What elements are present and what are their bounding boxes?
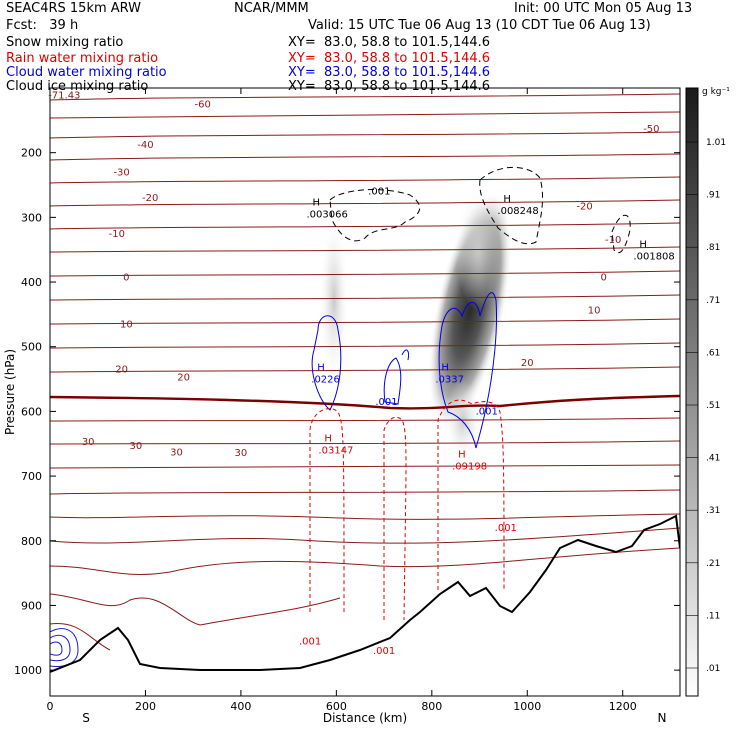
extremum-mark: H	[503, 194, 511, 205]
field-xy-cloud-water: XY= 83.0, 58.8 to 101.5,144.6	[288, 65, 491, 80]
temperature-contour-label: -10	[109, 229, 125, 240]
extremum-mark: H	[313, 197, 321, 208]
colorbar-unit: g kg⁻¹	[702, 87, 730, 97]
rain-water-contours	[309, 399, 505, 621]
field-label-cloud-ice: Cloud ice mixing ratio	[6, 79, 149, 94]
colorbar-label: .31	[706, 506, 720, 516]
colorbar-label: .61	[706, 348, 720, 358]
temperature-contour-label: 0	[123, 273, 129, 284]
extremum-value: .09198	[452, 462, 487, 473]
temperature-contour-label: -60	[195, 99, 211, 110]
extremum-value: .0226	[311, 374, 340, 385]
x-axis-label: Distance (km)	[323, 711, 407, 725]
temperature-contour-label: 20	[177, 372, 190, 383]
y-tick-label: 300	[21, 211, 42, 224]
x-end-label-south: S	[82, 711, 90, 725]
y-tick-label: 1000	[14, 664, 42, 677]
snow-shading-left	[320, 220, 348, 380]
temperature-contour-label: -50	[643, 124, 659, 135]
temperature-contour-label: -20	[142, 193, 158, 204]
temperature-contour-label: -40	[137, 140, 153, 151]
field-label-cloud-water: Cloud water mixing ratio	[6, 65, 167, 80]
field-xy-snow: XY= 83.0, 58.8 to 101.5,144.6	[288, 35, 491, 50]
cloud-water-surface-cluster	[50, 628, 79, 667]
valid-time: Valid: 15 UTC Tue 06 Aug 13 (10 CDT Tue …	[308, 18, 651, 33]
contour-value-label: .001	[368, 187, 390, 198]
colorbar-label: .51	[706, 401, 720, 411]
temperature-contour-label: -20	[576, 202, 592, 213]
colorbar-label: 1.01	[706, 138, 726, 148]
colorbar-label: .21	[706, 559, 720, 569]
extremum-mark: H	[324, 433, 332, 444]
extremum-value: .0337	[435, 374, 464, 385]
x-tick-label: 1200	[609, 700, 637, 713]
contour-value-label: .001	[373, 646, 395, 657]
x-tick-label: 1000	[513, 700, 541, 713]
extremum-mark: H	[458, 450, 466, 461]
temperature-contour-label: 30	[170, 447, 183, 458]
temperature-contour-label: -71.43	[48, 90, 80, 101]
contour-value-label: .001	[299, 636, 321, 647]
init-time: Init: 00 UTC Mon 05 Aug 13	[514, 1, 693, 16]
colorbar-label: .11	[706, 611, 720, 621]
temperature-contour-label: 20	[115, 365, 128, 376]
temperature-contour-label: 0	[600, 273, 606, 284]
x-tick-label: 400	[230, 700, 251, 713]
colorbar-label: .91	[706, 191, 720, 201]
y-axis-label: Pressure (hPa)	[3, 349, 17, 435]
colorbar-label: .81	[706, 243, 720, 253]
contour-value-label: .001	[476, 407, 498, 418]
forecast-hour: Fcst: 39 h	[6, 18, 79, 33]
colorbar-label: .01	[706, 664, 720, 674]
y-tick-label: 800	[21, 535, 42, 548]
plot-frame	[49, 87, 681, 697]
cloud-water-contours	[311, 292, 498, 449]
field-label-rain: Rain water mixing ratio	[6, 51, 159, 66]
temperature-contour-label: -10	[605, 235, 621, 246]
temperature-contour-label: 30	[130, 441, 143, 452]
x-tick-label: 800	[421, 700, 442, 713]
temperature-contour-label: -30	[113, 167, 129, 178]
y-tick-label: 600	[21, 405, 42, 418]
contour-value-label: .001	[375, 397, 397, 408]
temperature-contour-label: 10	[588, 306, 601, 317]
freezing-level-contour	[50, 394, 680, 410]
extremum-mark: H	[317, 362, 325, 373]
y-tick-label: 400	[21, 276, 42, 289]
x-tick-label: 0	[47, 700, 54, 713]
extremum-mark: H	[441, 362, 449, 373]
extremum-mark: H	[639, 239, 647, 250]
y-tick-label: 200	[21, 147, 42, 160]
x-tick-label: 600	[326, 700, 347, 713]
y-tick-label: 500	[21, 341, 42, 354]
temperature-contour-label: 30	[82, 437, 95, 448]
extremum-value: .03147	[318, 445, 353, 456]
contour-value-label: .001	[495, 523, 517, 534]
temperature-contour-label: 20	[521, 358, 534, 369]
colorbar	[685, 87, 699, 697]
field-xy-cloud-ice: XY= 83.0, 58.8 to 101.5,144.6	[288, 79, 491, 94]
temperature-contour-label: 30	[235, 448, 248, 459]
extremum-value: .008248	[497, 206, 538, 217]
terrain-profile	[50, 514, 680, 673]
colorbar-label: .71	[706, 296, 720, 306]
cloud-ice-contours	[329, 166, 631, 254]
temperature-contour-label: 10	[120, 319, 133, 330]
extremum-value: .003066	[307, 209, 348, 220]
x-tick-label: 200	[135, 700, 156, 713]
colorbar-label: .41	[706, 454, 720, 464]
y-tick-label: 900	[21, 599, 42, 612]
extremum-value: .001808	[633, 251, 674, 262]
model-title: SEAC4RS 15km ARW	[6, 1, 142, 16]
y-tick-label: 700	[21, 470, 42, 483]
field-xy-rain: XY= 83.0, 58.8 to 101.5,144.6	[288, 51, 491, 66]
field-label-snow: Snow mixing ratio	[6, 35, 124, 50]
x-end-label-north: N	[658, 711, 667, 725]
org-label: NCAR/MMM	[234, 1, 309, 16]
temperature-contours	[50, 93, 680, 651]
